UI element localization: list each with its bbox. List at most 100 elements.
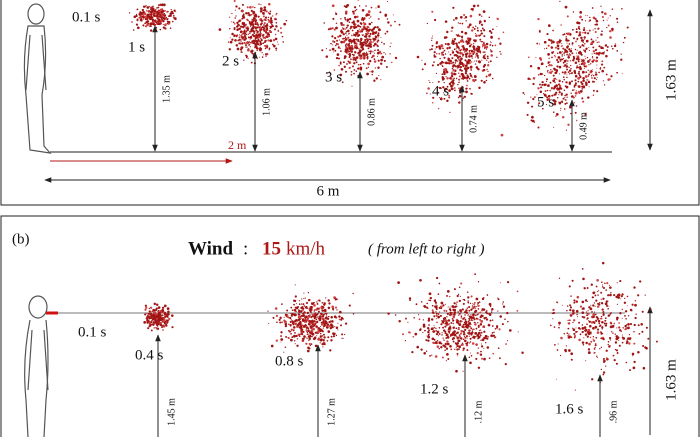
droplet bbox=[459, 15, 463, 19]
droplet bbox=[483, 68, 486, 72]
droplet bbox=[459, 320, 462, 323]
droplet bbox=[554, 93, 557, 96]
droplet bbox=[368, 44, 372, 48]
droplet bbox=[143, 321, 147, 324]
droplet bbox=[529, 65, 533, 68]
droplet bbox=[463, 13, 466, 17]
droplet bbox=[431, 64, 434, 67]
droplet bbox=[557, 61, 560, 64]
droplet bbox=[377, 39, 380, 42]
droplet bbox=[426, 302, 428, 305]
droplet bbox=[298, 310, 301, 313]
droplet bbox=[407, 321, 409, 323]
droplet bbox=[283, 319, 286, 321]
droplet bbox=[354, 58, 357, 61]
droplet bbox=[612, 332, 614, 334]
droplet bbox=[590, 69, 592, 72]
droplet bbox=[560, 24, 562, 26]
droplet bbox=[474, 79, 477, 81]
droplet bbox=[460, 317, 462, 319]
droplet bbox=[543, 40, 547, 44]
droplet bbox=[455, 44, 458, 46]
droplet bbox=[429, 354, 431, 357]
droplet bbox=[427, 307, 429, 309]
droplet bbox=[625, 361, 628, 364]
droplet bbox=[508, 329, 512, 332]
droplet bbox=[570, 64, 572, 67]
droplet bbox=[247, 36, 251, 39]
droplet bbox=[453, 77, 455, 80]
droplet bbox=[244, 29, 246, 31]
droplet bbox=[574, 82, 577, 85]
droplet bbox=[359, 42, 363, 46]
droplet bbox=[457, 65, 460, 69]
droplet bbox=[432, 101, 434, 104]
droplet bbox=[323, 22, 325, 24]
droplet bbox=[342, 27, 345, 30]
droplet bbox=[335, 56, 339, 60]
droplet bbox=[588, 331, 591, 335]
droplet bbox=[353, 20, 355, 22]
droplet bbox=[282, 41, 285, 43]
droplet bbox=[434, 355, 438, 358]
droplet bbox=[587, 328, 591, 332]
droplet bbox=[265, 10, 268, 13]
droplet bbox=[547, 94, 551, 98]
droplet bbox=[587, 69, 589, 71]
droplet bbox=[465, 321, 468, 324]
droplet bbox=[357, 51, 360, 55]
droplet bbox=[271, 23, 273, 26]
droplet bbox=[494, 327, 497, 330]
droplet bbox=[231, 32, 234, 36]
droplet bbox=[497, 37, 500, 40]
droplet bbox=[446, 85, 449, 88]
droplet bbox=[274, 37, 278, 41]
droplet bbox=[338, 318, 341, 321]
droplet bbox=[486, 68, 488, 71]
droplet bbox=[616, 282, 618, 284]
droplet bbox=[430, 48, 433, 51]
droplet bbox=[380, 58, 383, 62]
droplet bbox=[337, 47, 340, 49]
droplet bbox=[438, 91, 440, 93]
droplet bbox=[366, 72, 369, 76]
droplet bbox=[319, 325, 321, 328]
droplet bbox=[459, 62, 462, 66]
droplet bbox=[467, 320, 470, 323]
droplet bbox=[460, 72, 464, 76]
droplet bbox=[348, 47, 352, 50]
droplet bbox=[303, 325, 306, 328]
droplet bbox=[275, 12, 278, 15]
droplet bbox=[260, 38, 263, 41]
droplet bbox=[485, 42, 489, 46]
droplet bbox=[386, 0, 389, 3]
droplet bbox=[552, 40, 555, 44]
droplet bbox=[314, 320, 317, 322]
droplet bbox=[465, 90, 468, 94]
droplet bbox=[350, 70, 353, 73]
droplet bbox=[455, 73, 457, 75]
droplet bbox=[459, 65, 463, 69]
droplet bbox=[270, 20, 273, 24]
droplet bbox=[487, 57, 489, 60]
droplet bbox=[305, 321, 308, 323]
droplet bbox=[609, 78, 611, 80]
droplet bbox=[241, 3, 244, 6]
droplet bbox=[166, 307, 170, 310]
droplet bbox=[644, 346, 647, 349]
droplet bbox=[608, 305, 610, 307]
droplet bbox=[445, 36, 448, 39]
droplet bbox=[468, 306, 471, 309]
droplet bbox=[484, 46, 486, 49]
droplet bbox=[157, 309, 160, 312]
droplet bbox=[372, 41, 374, 43]
droplet bbox=[546, 96, 549, 99]
droplet bbox=[591, 69, 593, 71]
droplet bbox=[300, 306, 304, 310]
droplet bbox=[577, 316, 579, 318]
droplet bbox=[301, 324, 304, 327]
droplet bbox=[260, 28, 263, 31]
droplet bbox=[162, 319, 166, 323]
droplet bbox=[435, 333, 439, 336]
droplet bbox=[325, 326, 329, 329]
